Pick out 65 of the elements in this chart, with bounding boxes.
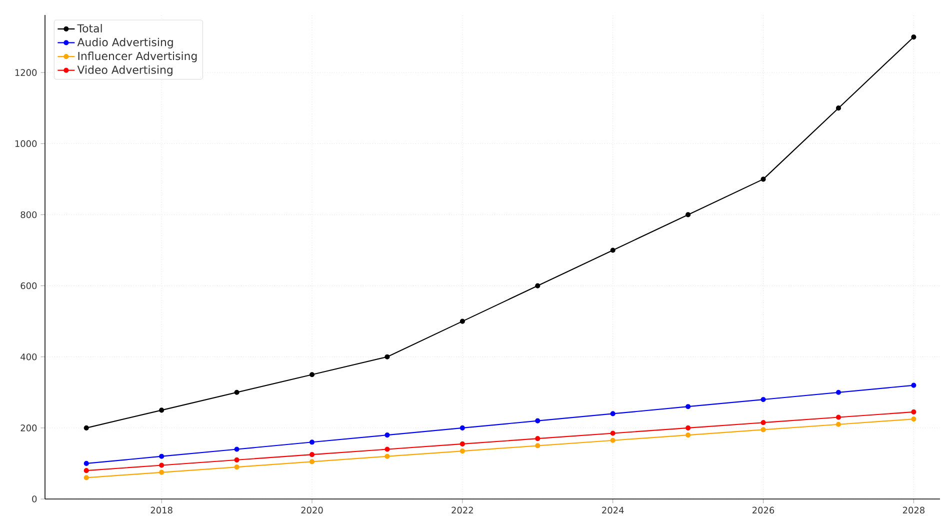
point	[384, 446, 390, 452]
point	[535, 436, 540, 442]
point	[760, 176, 766, 182]
point	[836, 106, 842, 111]
point	[309, 459, 315, 464]
legend-label: Influencer Advertising	[78, 52, 197, 62]
point	[159, 454, 164, 459]
x-tick-label: 2024	[602, 506, 624, 514]
point	[460, 318, 465, 324]
point	[159, 408, 164, 413]
point	[610, 438, 616, 443]
point	[234, 446, 240, 452]
point	[686, 432, 691, 438]
point	[836, 390, 842, 395]
legend-label: Total	[77, 24, 102, 33]
x-tick-label: 2022	[452, 506, 473, 514]
point	[836, 422, 842, 427]
point	[84, 460, 89, 466]
point	[309, 440, 315, 445]
point	[535, 443, 540, 448]
point	[760, 427, 766, 432]
point	[159, 462, 164, 468]
point	[84, 425, 89, 431]
y-tick-label: 1000	[15, 140, 37, 148]
point	[234, 457, 240, 463]
point	[460, 448, 465, 454]
point	[234, 390, 240, 395]
point	[234, 464, 240, 470]
y-tick-label: 200	[20, 424, 37, 432]
point	[460, 441, 465, 447]
point	[460, 425, 465, 431]
x-tick-label: 2018	[150, 506, 172, 514]
legend-label: Video Advertising	[77, 65, 172, 76]
x-tick-label: 2026	[752, 506, 774, 514]
point	[836, 414, 842, 420]
point	[384, 354, 390, 360]
point	[84, 468, 89, 474]
y-tick-label: 600	[20, 282, 37, 290]
point	[309, 372, 315, 378]
point	[686, 404, 691, 410]
point	[686, 212, 691, 218]
point	[535, 283, 540, 288]
y-tick-label: 0	[32, 496, 37, 502]
point	[384, 454, 390, 459]
point	[610, 411, 616, 416]
y-tick-label: 1200	[15, 69, 37, 76]
point	[686, 425, 691, 431]
point	[610, 248, 616, 253]
point	[384, 432, 390, 438]
point	[610, 430, 616, 436]
y-tick-label: 400	[20, 354, 37, 360]
point	[84, 475, 89, 480]
point	[760, 420, 766, 426]
point	[760, 397, 766, 402]
point	[535, 418, 540, 424]
x-tick-label: 2020	[301, 506, 323, 514]
point	[911, 409, 916, 415]
point	[309, 452, 315, 458]
legend-label: Audio Advertising	[77, 38, 173, 48]
y-tick-label: 800	[20, 211, 37, 218]
point	[911, 416, 916, 422]
point	[911, 34, 916, 40]
x-tick-label: 2028	[902, 506, 924, 514]
point	[159, 470, 164, 475]
point	[911, 382, 916, 388]
